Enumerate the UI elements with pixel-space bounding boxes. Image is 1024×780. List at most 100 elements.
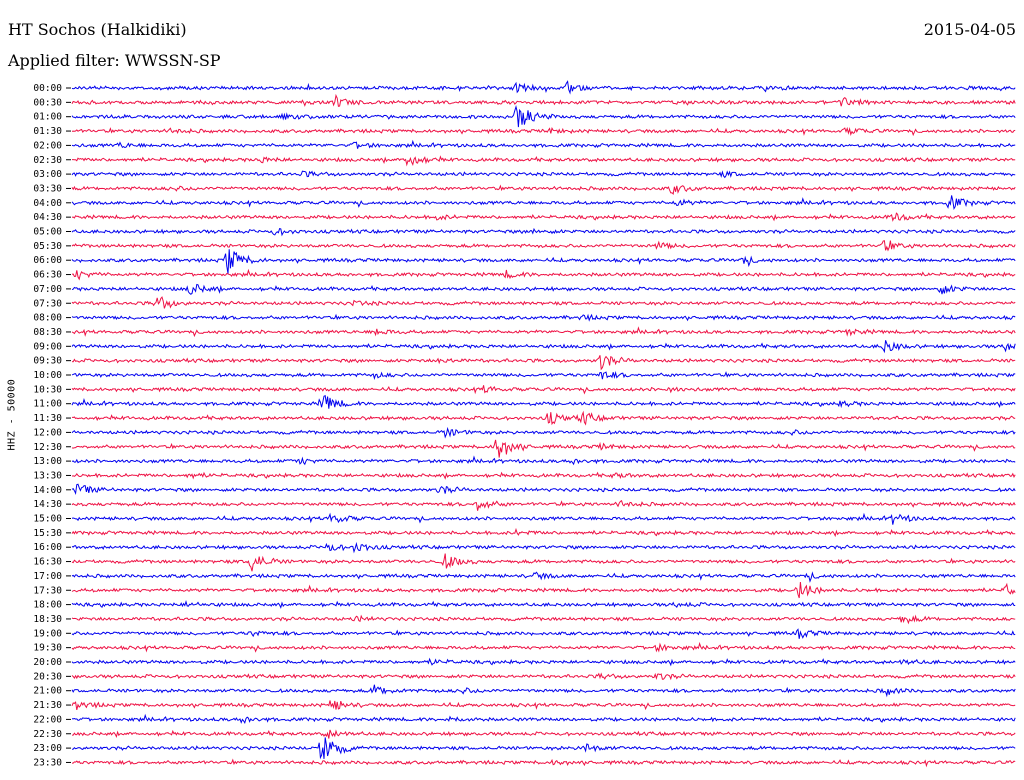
- time-tick-label: 04:00: [33, 198, 62, 209]
- seismic-trace: [71, 571, 1016, 583]
- time-tick-label: 06:00: [33, 255, 62, 266]
- time-tick-label: 19:00: [33, 628, 62, 639]
- seismic-trace: [71, 240, 1016, 252]
- seismic-trace: [71, 599, 1016, 609]
- time-tick-label: 14:00: [33, 485, 62, 496]
- seismic-trace: [71, 483, 1016, 496]
- seismic-trace: [71, 439, 1016, 458]
- time-tick-label: 05:30: [33, 241, 62, 252]
- seismic-trace: [71, 355, 1016, 371]
- time-tick-label: 14:30: [33, 499, 62, 510]
- time-tick-label: 00:00: [33, 83, 62, 94]
- seismic-trace: [71, 326, 1016, 338]
- filter-label: Applied filter: WWSSN-SP: [8, 51, 221, 70]
- time-tick-label: 18:30: [33, 614, 62, 625]
- time-tick-label: 20:00: [33, 657, 62, 668]
- seismic-trace: [71, 268, 1016, 281]
- seismic-trace: [71, 340, 1016, 354]
- seismic-trace: [71, 195, 1016, 211]
- time-tick-label: 01:00: [33, 112, 62, 123]
- date-label: 2015-04-05: [923, 20, 1016, 39]
- time-tick-label: 20:30: [33, 671, 62, 682]
- time-tick-label: 12:00: [33, 427, 62, 438]
- time-tick-label: 07:30: [33, 298, 62, 309]
- seismic-trace: [71, 370, 1016, 381]
- seismic-trace: [71, 628, 1016, 639]
- time-tick-label: 06:30: [33, 270, 62, 281]
- seismic-trace: [71, 283, 1016, 295]
- time-tick-label: 13:00: [33, 456, 62, 467]
- time-tick-label: 15:30: [33, 528, 62, 539]
- seismic-trace: [71, 296, 1016, 309]
- seismic-trace: [71, 170, 1016, 179]
- seismic-trace: [71, 527, 1016, 538]
- seismic-trace: [71, 713, 1016, 725]
- time-tick-label: 11:00: [33, 399, 62, 410]
- time-tick-label: 12:30: [33, 442, 62, 453]
- seismic-trace: [71, 499, 1016, 511]
- seismic-trace: [71, 394, 1016, 409]
- time-tick-label: 23:30: [33, 757, 62, 768]
- seismic-trace: [71, 184, 1016, 196]
- time-tick-label: 03:30: [33, 183, 62, 194]
- seismic-trace: [71, 672, 1016, 681]
- time-tick-label: 22:30: [33, 729, 62, 740]
- seismic-trace: [71, 471, 1016, 480]
- seismic-trace: [72, 729, 1016, 739]
- time-tick-label: 17:00: [33, 571, 62, 582]
- seismic-trace: [71, 249, 1016, 274]
- seismic-trace: [71, 512, 1016, 525]
- seismic-trace: [71, 455, 1016, 466]
- seismic-trace: [71, 614, 1016, 625]
- time-tick-label: 04:30: [33, 212, 62, 223]
- time-tick-label: 02:00: [33, 140, 62, 151]
- time-tick-label: 22:00: [33, 714, 62, 725]
- seismic-trace: [71, 657, 1016, 667]
- time-tick-label: 00:30: [33, 97, 62, 108]
- time-tick-label: 03:00: [33, 169, 62, 180]
- seismic-trace: [71, 541, 1016, 554]
- time-tick-label: 10:30: [33, 384, 62, 395]
- seismic-trace: [71, 227, 1016, 237]
- time-tick-label: 16:00: [33, 542, 62, 553]
- seismic-trace: [72, 155, 1016, 167]
- time-tick-label: 19:30: [33, 643, 62, 654]
- station-title: HT Sochos (Halkidiki): [8, 20, 187, 39]
- seismic-trace: [71, 700, 1016, 711]
- time-tick-label: 02:30: [33, 155, 62, 166]
- time-tick-label: 13:30: [33, 470, 62, 481]
- seismic-trace: [71, 641, 1016, 653]
- seismic-trace: [71, 553, 1016, 572]
- seismic-trace: [71, 684, 1016, 698]
- seismic-trace: [71, 104, 1016, 128]
- time-tick-label: 11:30: [33, 413, 62, 424]
- seismic-trace: [71, 410, 1016, 426]
- seismic-trace: [71, 737, 1016, 760]
- time-tick-label: 09:30: [33, 356, 62, 367]
- seismic-trace: [71, 426, 1016, 439]
- time-tick-label: 15:00: [33, 514, 62, 525]
- time-tick-label: 21:30: [33, 700, 62, 711]
- time-tick-label: 21:00: [33, 686, 62, 697]
- time-tick-label: 10:00: [33, 370, 62, 381]
- seismic-trace: [71, 313, 1016, 322]
- time-tick-label: 09:00: [33, 341, 62, 352]
- seismic-trace: [71, 582, 1016, 599]
- time-tick-label: 08:30: [33, 327, 62, 338]
- seismic-trace: [72, 758, 1016, 768]
- seismic-trace: [71, 139, 1016, 149]
- seismic-trace: [71, 80, 1016, 95]
- time-tick-label: 18:00: [33, 600, 62, 611]
- seismic-trace: [71, 93, 1016, 107]
- seismic-trace: [71, 126, 1016, 137]
- seismic-trace: [71, 212, 1016, 222]
- time-tick-label: 17:30: [33, 585, 62, 596]
- time-tick-label: 07:00: [33, 284, 62, 295]
- time-tick-label: 08:00: [33, 313, 62, 324]
- time-tick-label: 23:00: [33, 743, 62, 754]
- time-tick-label: 05:00: [33, 227, 62, 238]
- seismic-trace: [71, 385, 1016, 395]
- time-tick-label: 01:30: [33, 126, 62, 137]
- time-tick-label: 16:30: [33, 557, 62, 568]
